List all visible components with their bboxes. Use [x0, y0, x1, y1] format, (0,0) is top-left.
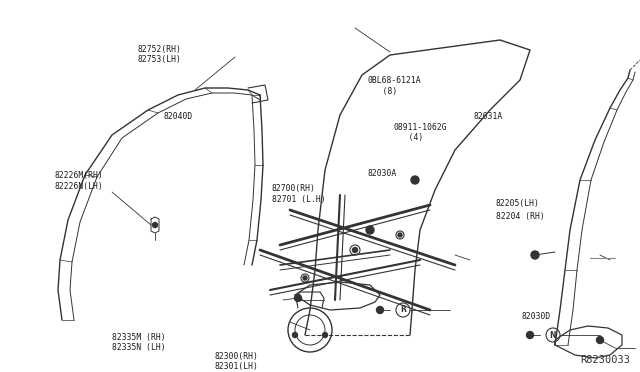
Text: 82205(LH): 82205(LH) [496, 199, 540, 208]
Circle shape [411, 176, 419, 184]
Text: 08911-1062G
   (4): 08911-1062G (4) [394, 123, 447, 142]
Text: 82226M(RH)
82226N(LH): 82226M(RH) 82226N(LH) [54, 171, 103, 190]
Text: 82752(RH)
82753(LH): 82752(RH) 82753(LH) [138, 45, 182, 64]
Circle shape [303, 276, 307, 280]
Text: 82030A: 82030A [368, 169, 397, 178]
Circle shape [376, 307, 383, 314]
Circle shape [366, 226, 374, 234]
Text: R8230033: R8230033 [580, 355, 630, 365]
Text: 82204 (RH): 82204 (RH) [496, 212, 545, 221]
Circle shape [596, 337, 604, 343]
Text: N: N [550, 330, 556, 340]
Circle shape [294, 295, 301, 301]
Circle shape [531, 251, 539, 259]
Circle shape [152, 222, 157, 228]
Text: 82300(RH)
82301(LH): 82300(RH) 82301(LH) [214, 352, 259, 371]
Circle shape [353, 247, 358, 253]
Text: 82030D: 82030D [522, 312, 551, 321]
Text: 82335M (RH)
82335N (LH): 82335M (RH) 82335N (LH) [112, 333, 166, 352]
Circle shape [527, 331, 534, 339]
Circle shape [323, 333, 328, 337]
Text: R: R [400, 305, 406, 314]
Text: 0BL68-6121A
   (8): 0BL68-6121A (8) [368, 76, 422, 96]
Text: 82040D: 82040D [163, 112, 193, 121]
Circle shape [292, 333, 298, 337]
Text: 82031A: 82031A [474, 112, 503, 121]
Circle shape [398, 233, 402, 237]
Text: 82700(RH)
82701 (L.H): 82700(RH) 82701 (L.H) [272, 184, 326, 203]
